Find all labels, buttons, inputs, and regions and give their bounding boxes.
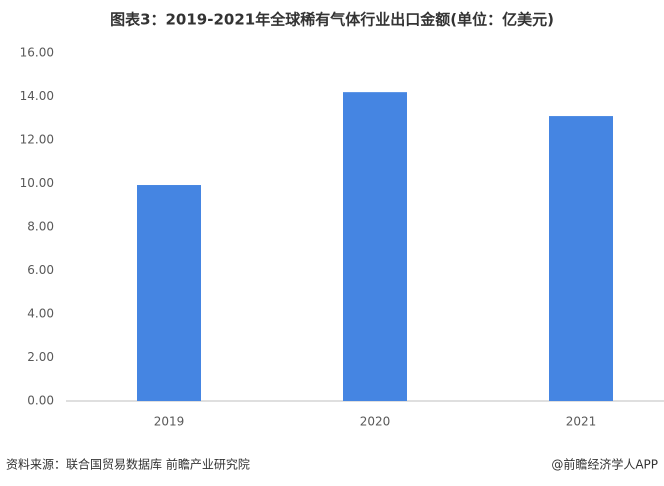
- y-tick-label: 12.00: [20, 133, 54, 147]
- x-tick-label: 2019: [154, 415, 185, 429]
- bar: [137, 185, 201, 401]
- y-tick-label: 4.00: [27, 307, 54, 321]
- y-tick-label: 16.00: [20, 46, 54, 60]
- y-tick-label: 6.00: [27, 263, 54, 277]
- source-note: 资料来源：联合国贸易数据库 前瞻产业研究院: [6, 457, 250, 472]
- credit: @前瞻经济学人APP: [551, 457, 658, 472]
- y-tick-label: 14.00: [20, 89, 54, 103]
- y-tick-label: 0.00: [27, 394, 54, 408]
- y-tick-label: 2.00: [27, 350, 54, 364]
- bar: [549, 116, 613, 401]
- x-tick-label: 2021: [566, 415, 597, 429]
- bar: [343, 92, 407, 402]
- y-tick-label: 8.00: [27, 220, 54, 234]
- chart-title: 图表3：2019-2021年全球稀有气体行业出口金额(单位：亿美元): [110, 11, 554, 29]
- y-tick-label: 10.00: [20, 176, 54, 190]
- x-tick-label: 2020: [360, 415, 391, 429]
